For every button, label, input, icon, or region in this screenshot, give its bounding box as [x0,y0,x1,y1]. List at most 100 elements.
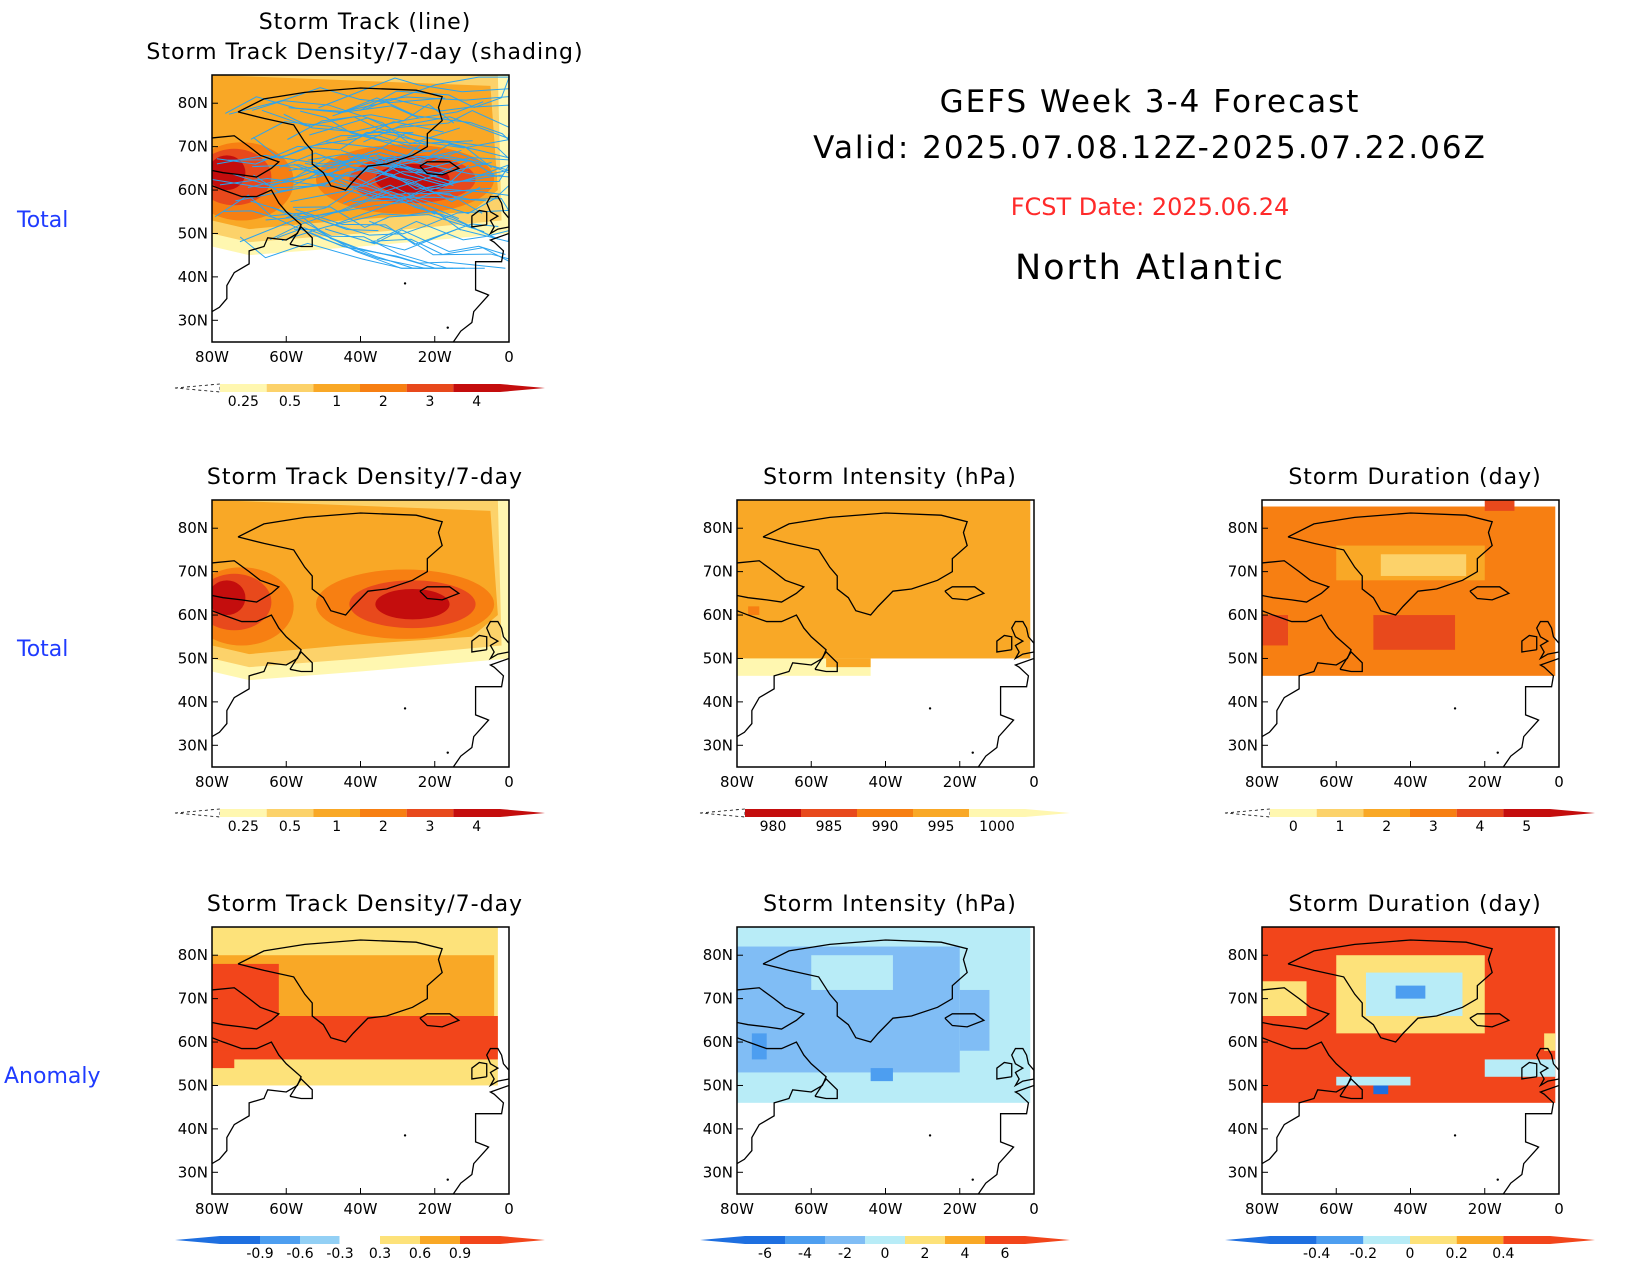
colorbar-tick-label: 0.4 [1492,1246,1514,1262]
lat-tick-label: 70N [178,563,208,581]
greenland-coastline [237,512,444,616]
map-content [212,75,509,342]
colorbar-swatch [1316,1236,1364,1244]
lon-tick-label: 20W [943,1200,977,1218]
greenland-coastline [237,939,444,1043]
north-america-coastline [737,610,827,738]
panel-title-density-total: Storm Track Density/7-day [206,465,524,490]
anom-density-field-gt-0p9 [212,963,279,1016]
lat-tick-label: 40N [703,693,733,711]
europe-africa-coastline [977,1084,1034,1194]
map-content [1262,500,1559,767]
canary-island [446,326,449,329]
newfoundland-coastline [814,1077,838,1100]
colorbar-arrow-left [174,383,221,393]
lon-tick-label: 80W [1245,1200,1279,1218]
lon-tick-label: 60W [269,1200,303,1218]
colorbar-tick-label: -0.6 [286,1246,313,1262]
storm-track-line [283,101,484,133]
lat-tick-label: 40N [1228,693,1258,711]
panel-subtitle-track: Storm Track Density/7-day (shading) [146,40,584,65]
storm-track-line [352,187,509,207]
colorbar-swatch [406,384,454,392]
canary-island [446,751,449,754]
baffin-coastline [1262,560,1331,603]
map-content [737,500,1034,767]
header-title-line1: GEFS Week 3-4 Forecast [939,84,1361,120]
lat-tick-label: 60N [703,1033,733,1051]
colorbar: 0.25 0.5 1 2 3 4 [174,808,545,835]
map-axes: 80W 60W 40W 20W 0 80N 70N 60N 50N 40N 30N [178,499,514,791]
storm-track-line [271,206,447,269]
lon-tick-label: 20W [418,348,452,366]
panel-title-duration-anom: Storm Duration (day) [1288,892,1542,917]
lat-tick-label: 50N [178,1076,208,1094]
greenland-coastline [762,939,969,1043]
colorbar-tick-label: 0 [1289,819,1298,835]
duration-field-4-5 [1373,615,1456,650]
colorbar-tick-label: 3 [1429,819,1438,835]
lon-tick-label: 40W [1394,1200,1428,1218]
lat-tick-label: 80N [1228,946,1258,964]
lat-tick-label: 70N [703,563,733,581]
storm-track-line [321,220,509,260]
colorbar-tick-label: 1000 [979,819,1015,835]
colorbar-tick-label: -6 [758,1246,772,1262]
colorbar-tick-label: 2 [379,394,388,410]
ireland-coastline [1521,1061,1538,1080]
lon-tick-label: 40W [344,1200,378,1218]
anom-intensity-field-neg4-neg6 [870,1068,893,1082]
baffin-coastline [1262,987,1331,1030]
colorbar-tick-label: -4 [798,1246,812,1262]
colorbar-tick-label: 990 [872,819,899,835]
colorbar-swatch [913,809,969,817]
ireland-coastline [471,209,488,228]
north-america-coastline [737,1037,827,1165]
north-america-coastline [212,1037,302,1165]
anom-duration-field-0-0p2 [1544,1033,1556,1051]
storm-track-line [292,206,485,233]
iceland-coastline [1469,586,1511,601]
colorbar-tick-label: 0.25 [228,394,259,410]
lon-tick-label: 60W [794,773,828,791]
lat-tick-label: 30N [178,311,208,329]
header-title-line2: Valid: 2025.07.08.12Z-2025.07.22.06Z [813,130,1487,166]
britain-coastline [1011,1047,1034,1088]
colorbar-arrow-right [500,384,545,392]
colorbar-tick-label: 995 [928,819,955,835]
lon-tick-label: 20W [943,773,977,791]
lon-tick-label: 40W [869,773,903,791]
lat-tick-label: 30N [703,1163,733,1181]
lat-tick-label: 70N [178,990,208,1008]
storm-track-line [350,153,509,182]
lat-tick-label: 40N [178,1120,208,1138]
lat-tick-label: 50N [178,224,208,242]
colorbar-arrow-right [1025,809,1070,817]
europe-africa-coastline [1502,1084,1559,1194]
colorbar-swatch [266,809,314,817]
storm-track-line [223,210,426,269]
iceland-coastline [944,1013,986,1028]
colorbar: 0 1 2 3 4 5 [1224,808,1595,835]
lon-tick-label: 20W [418,1200,452,1218]
newfoundland-coastline [1339,1077,1363,1100]
intensity-field-990-995 [737,500,1031,659]
map-panel-track-total: 80W 60W 40W 20W 0 80N 70N 60N 50N 40N 30N 0.25 0.5 1 2… [174,74,545,410]
colorbar-tick-label: 1 [332,819,341,835]
britain-coastline [1011,620,1034,661]
anom-density-field-gt-0p9 [212,1050,235,1069]
colorbar-swatch [339,1235,381,1245]
north-america-coastline [1262,610,1352,738]
lon-tick-label: 40W [1394,773,1428,791]
anom-duration-field-0-neg0p2 [1336,1076,1411,1086]
colorbar: -0.4 -0.2 0 0.2 0.4 [1225,1236,1595,1262]
duration-field-1-2 [1380,554,1467,576]
colorbar-swatch [1316,809,1364,817]
colorbar-tick-label: 0 [1406,1246,1415,1262]
azores-island [403,707,407,710]
map-panel-density-anom: 80W 60W 40W 20W 0 80N 70N 60N 50N 40N 30N -0.9 -0.6-… [175,926,545,1262]
map-panel-intensity-total: 80W 60W 40W 20W 0 80N 70N 60N 50N 40N 30N 980 985 990… [699,499,1070,835]
baffin-coastline [212,987,281,1030]
map-axes: 80W 60W 40W 20W 0 80N 70N 60N 50N 40N 30N [703,926,1039,1218]
lat-tick-label: 30N [1228,736,1258,754]
